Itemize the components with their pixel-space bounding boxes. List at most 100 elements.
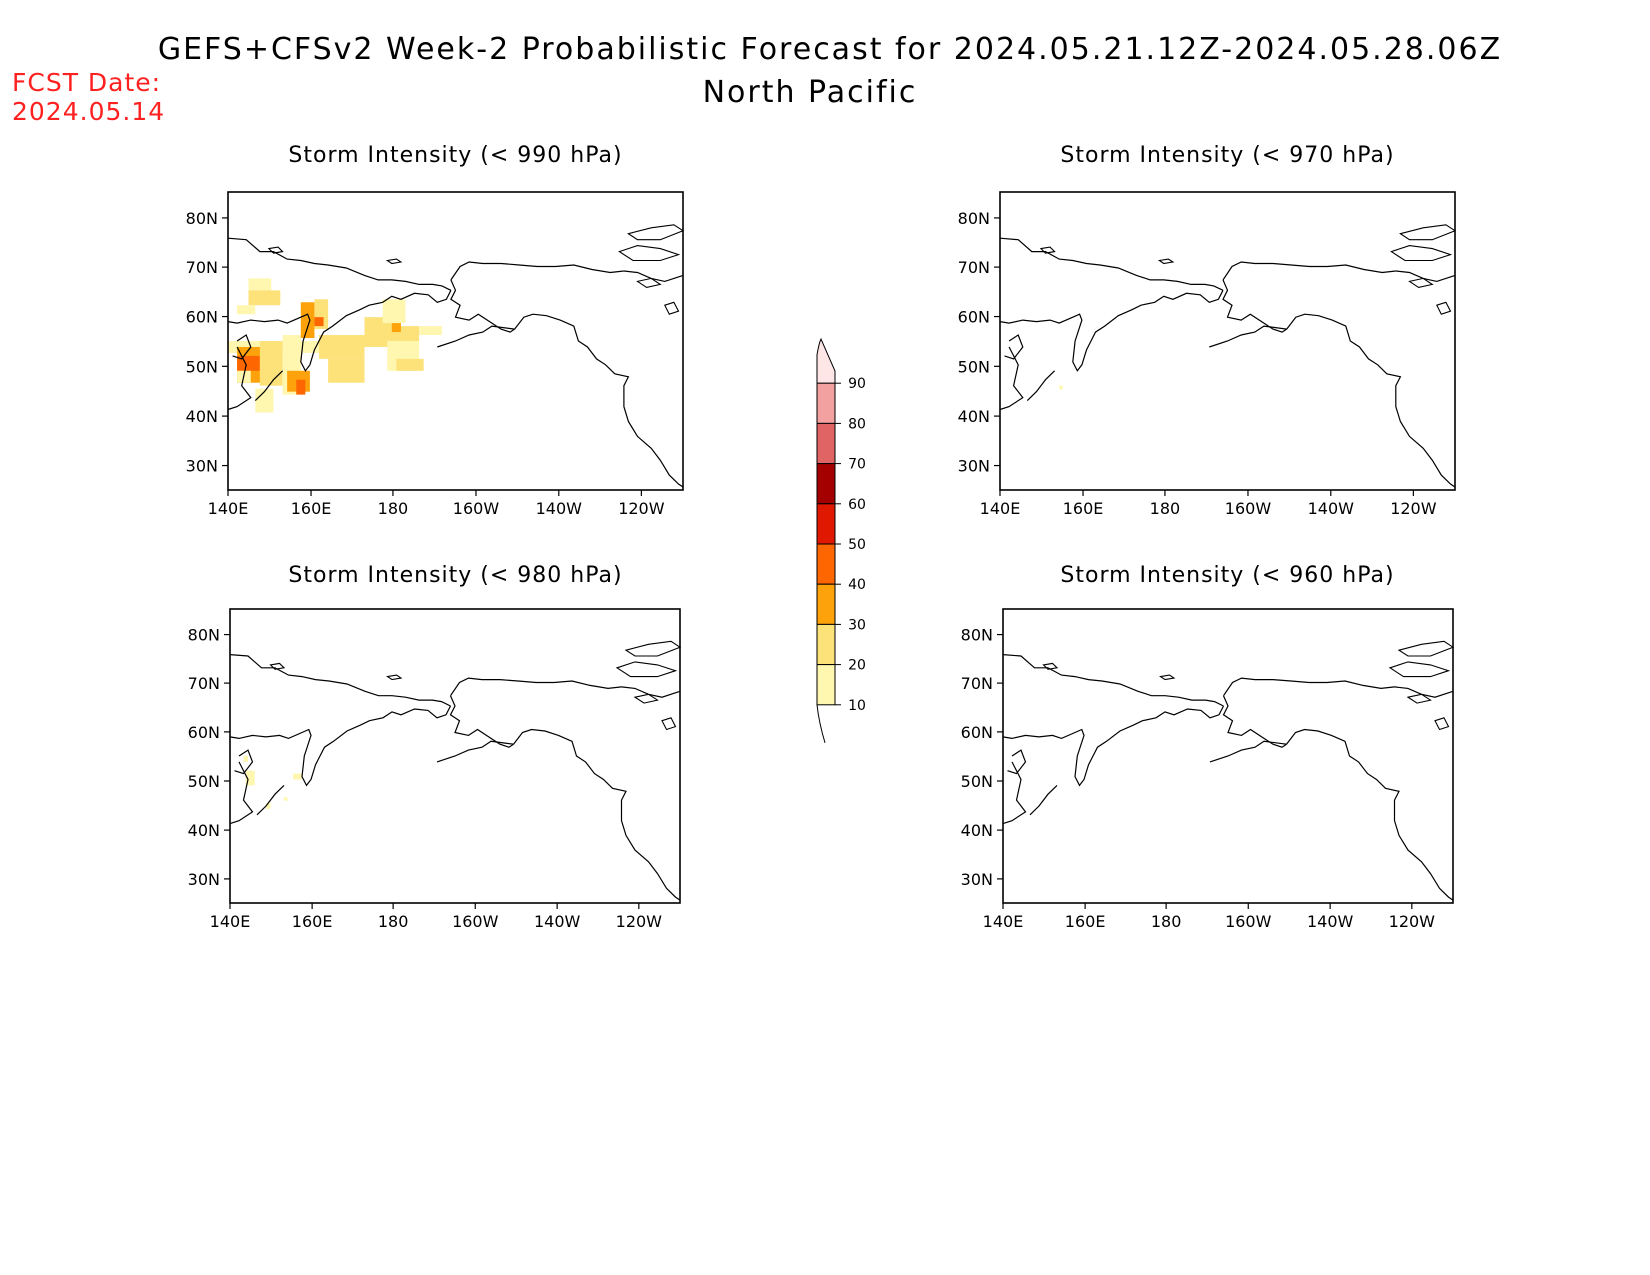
panel-title-970: Storm Intensity (< 970 hPa) bbox=[1060, 143, 1395, 168]
region-subtitle: North Pacific bbox=[702, 75, 918, 110]
lat-tick-label: 80N bbox=[958, 209, 990, 228]
lon-tick-label: 160E bbox=[291, 499, 332, 518]
island-outline bbox=[1042, 662, 1059, 670]
probability-cell bbox=[314, 317, 324, 327]
probability-cell bbox=[382, 299, 406, 324]
island-outline bbox=[1434, 717, 1450, 731]
coastline bbox=[999, 237, 1224, 291]
coastline bbox=[1029, 784, 1058, 816]
colorbar-label: 90 bbox=[848, 376, 866, 392]
coastline bbox=[514, 313, 684, 488]
lon-tick-label: 160E bbox=[292, 912, 333, 931]
colorbar-swatch bbox=[816, 382, 836, 424]
lat-tick-label: 50N bbox=[188, 772, 220, 791]
lat-tick-label: 30N bbox=[186, 457, 218, 476]
lon-tick-label: 180 bbox=[378, 499, 409, 518]
lon-tick-label: 180 bbox=[1151, 912, 1182, 931]
colorbar-label: 20 bbox=[848, 658, 866, 674]
coastline bbox=[1222, 695, 1287, 748]
map-panel-p990: 140E 160E 180 160W 140W 120W 80N 70N 60N 50N 40N 30… bbox=[186, 191, 685, 518]
coastline bbox=[1223, 677, 1395, 697]
probability-cell bbox=[396, 358, 424, 371]
colorbar-label: 30 bbox=[848, 617, 866, 633]
island-outline bbox=[633, 693, 659, 704]
colorbar-swatch bbox=[816, 583, 836, 625]
lat-tick-label: 40N bbox=[961, 821, 993, 840]
lon-tick-label: 160W bbox=[452, 912, 499, 931]
map-frame bbox=[229, 608, 681, 904]
probability-cell bbox=[1059, 385, 1063, 390]
colorbar-label: 40 bbox=[848, 577, 866, 593]
lon-tick-label: 120W bbox=[618, 499, 665, 518]
lon-tick-label: 140E bbox=[210, 912, 251, 931]
lon-tick-label: 140E bbox=[980, 499, 1021, 518]
colorbar-swatch bbox=[816, 543, 836, 585]
lat-tick-label: 40N bbox=[186, 407, 218, 426]
lat-tick-label: 30N bbox=[961, 870, 993, 889]
island-outline bbox=[1159, 674, 1176, 681]
lon-tick-label: 140W bbox=[1307, 912, 1354, 931]
panel-title-990: Storm Intensity (< 990 hPa) bbox=[288, 143, 623, 168]
lon-tick-label: 160W bbox=[1225, 499, 1272, 518]
coastline bbox=[450, 677, 622, 697]
island-outline bbox=[1408, 277, 1434, 288]
coastline bbox=[1002, 705, 1225, 787]
probability-cell bbox=[300, 302, 315, 339]
coastline bbox=[1286, 728, 1454, 901]
coastline bbox=[999, 346, 1024, 411]
lat-tick-label: 30N bbox=[188, 870, 220, 889]
coastline bbox=[436, 740, 514, 763]
lat-tick-label: 40N bbox=[188, 821, 220, 840]
lon-tick-label: 160E bbox=[1063, 499, 1104, 518]
island-outline bbox=[624, 640, 682, 657]
lat-tick-label: 60N bbox=[961, 723, 993, 742]
probability-cell bbox=[259, 341, 283, 386]
probability-cell bbox=[328, 358, 365, 383]
lat-tick-label: 60N bbox=[186, 308, 218, 327]
coastline bbox=[229, 654, 451, 707]
probability-cell bbox=[245, 770, 255, 786]
lat-tick-label: 50N bbox=[961, 772, 993, 791]
coastline bbox=[449, 695, 514, 748]
coastline bbox=[1002, 761, 1027, 825]
island-outline bbox=[615, 661, 678, 678]
probability-cell bbox=[248, 278, 272, 291]
map-panel-p960: 140E 160E 180 160W 140W 120W 80N 70N 60N 50N 40N 30… bbox=[961, 608, 1455, 931]
coastline bbox=[437, 325, 515, 348]
colorbar-swatch bbox=[816, 503, 836, 545]
coastline bbox=[999, 290, 1224, 372]
coastline bbox=[227, 346, 252, 411]
coastline bbox=[234, 749, 254, 775]
coastline bbox=[450, 279, 515, 333]
island-outline bbox=[627, 224, 685, 241]
probability-cell bbox=[293, 773, 302, 780]
colorbar-swatch bbox=[816, 422, 836, 465]
map-frame bbox=[227, 191, 684, 491]
coastline bbox=[450, 261, 624, 281]
forecast-date-value: 2024.05.14 bbox=[12, 97, 166, 126]
lon-tick-label: 180 bbox=[1150, 499, 1181, 518]
colorbar-swatch bbox=[816, 463, 836, 505]
lon-tick-label: 160E bbox=[1065, 912, 1106, 931]
colorbar-label: 60 bbox=[848, 497, 866, 513]
lat-tick-label: 30N bbox=[958, 457, 990, 476]
lon-tick-label: 140E bbox=[208, 499, 249, 518]
colorbar-label: 70 bbox=[848, 457, 866, 473]
lon-tick-label: 140E bbox=[983, 912, 1024, 931]
island-outline bbox=[267, 246, 284, 254]
lat-tick-label: 50N bbox=[958, 357, 990, 376]
lat-tick-label: 60N bbox=[958, 308, 990, 327]
lat-tick-label: 80N bbox=[186, 209, 218, 228]
coastline bbox=[1286, 313, 1456, 488]
colorbar-label: 50 bbox=[848, 537, 866, 553]
lon-tick-label: 160W bbox=[453, 499, 500, 518]
colorbar-bottom-cap bbox=[816, 704, 826, 743]
probability-cell bbox=[237, 355, 260, 371]
lon-tick-label: 160W bbox=[1225, 912, 1272, 931]
island-outline bbox=[1390, 245, 1453, 262]
coastline bbox=[229, 761, 254, 825]
probability-cell bbox=[284, 797, 288, 801]
lon-tick-label: 120W bbox=[1390, 499, 1437, 518]
coastline bbox=[1209, 740, 1287, 763]
